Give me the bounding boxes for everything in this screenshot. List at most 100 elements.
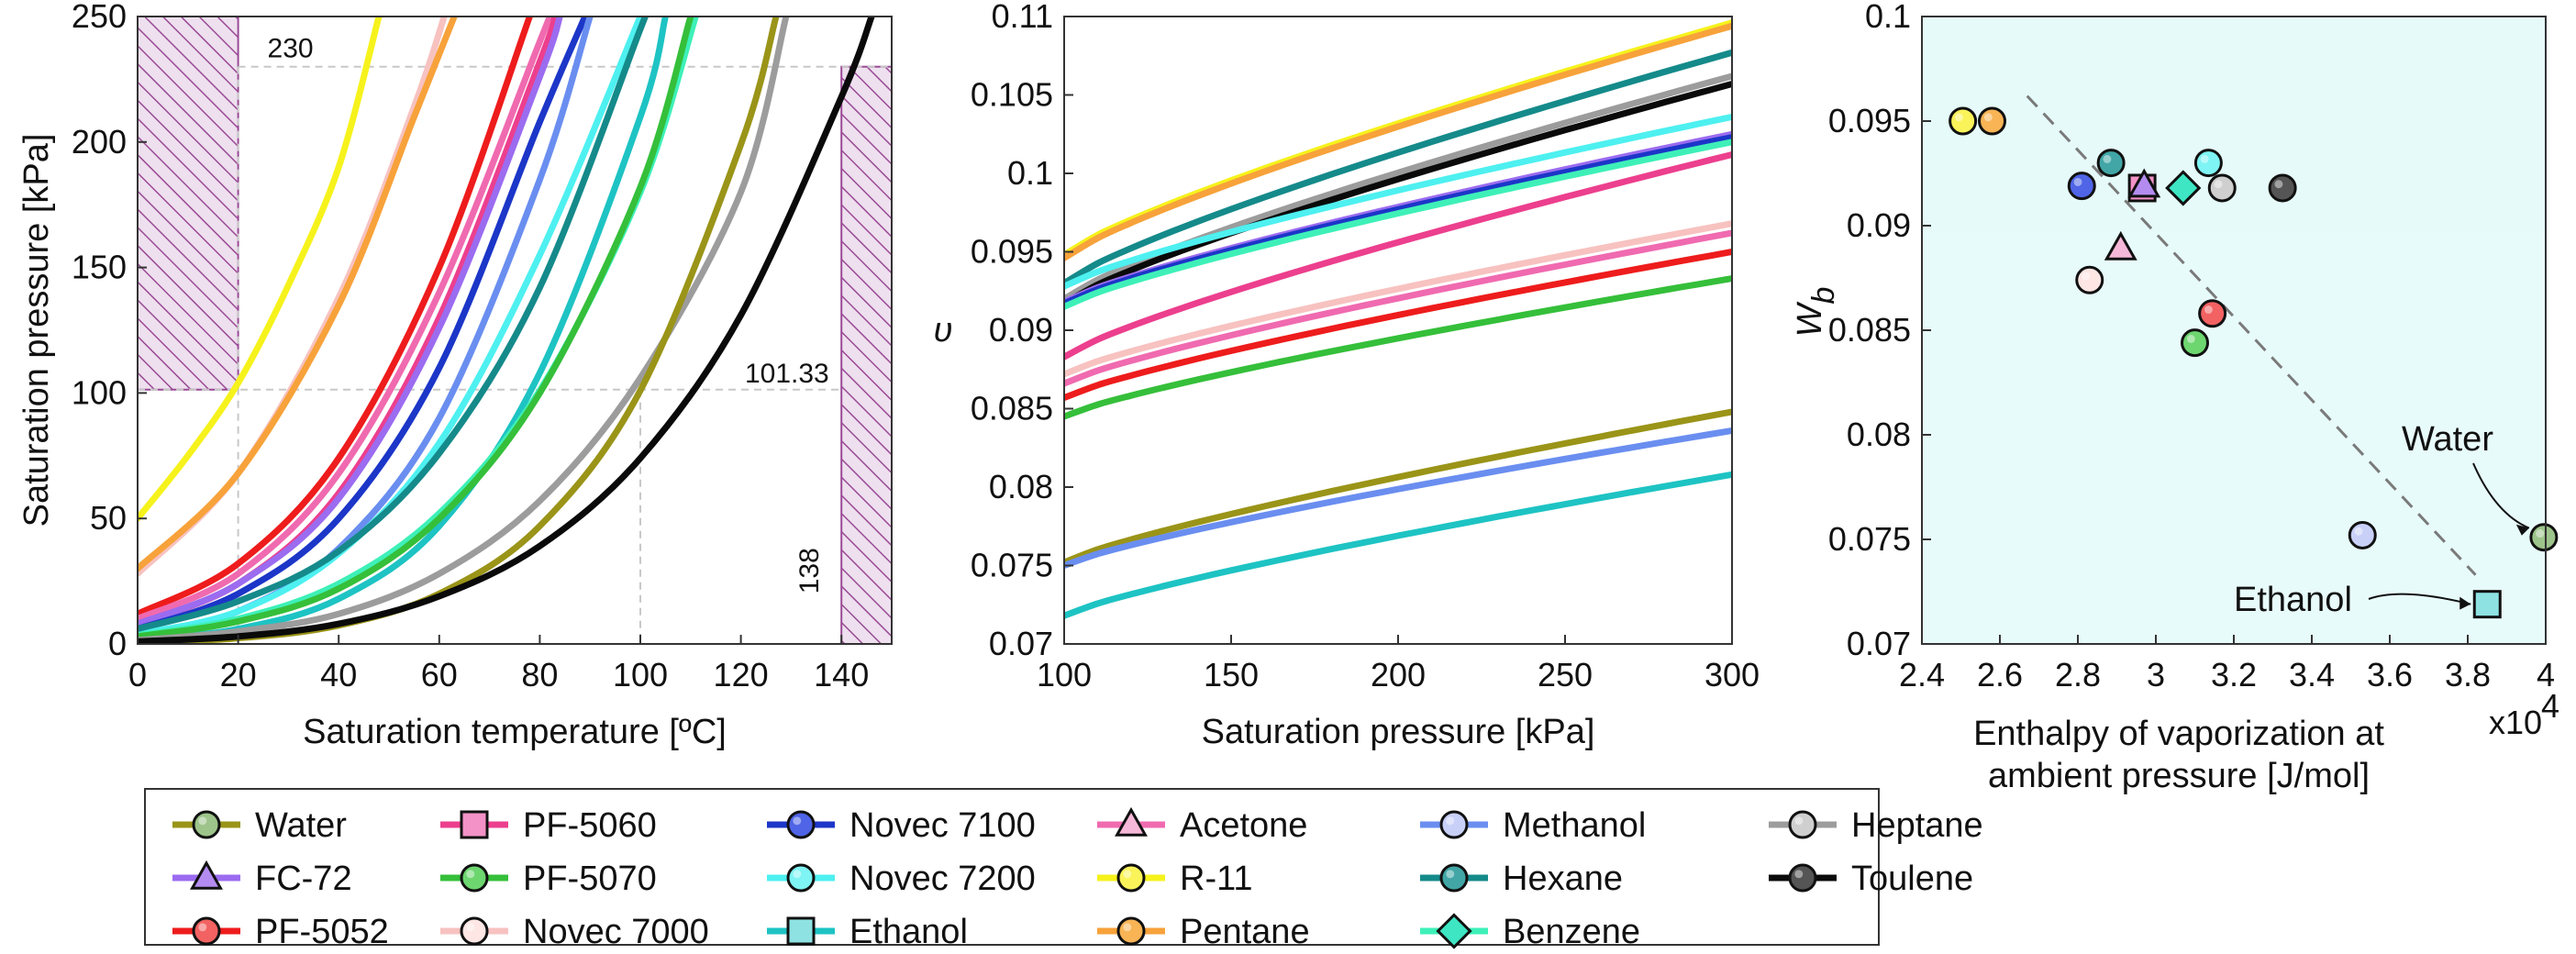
y-tick-label-2: 0.1	[1007, 154, 1053, 192]
point-pf-5070-highlight	[2186, 335, 2195, 343]
point-methanol	[2348, 520, 2377, 549]
x-tick-label-2: 100	[1037, 656, 1092, 693]
legend-item-novec-7200: Novec 7200	[767, 860, 1036, 898]
y-tick-label-3: 0.07	[1847, 625, 1911, 662]
point-pf-5070	[2181, 328, 2209, 358]
y-tick-label-1: 250	[72, 0, 127, 35]
legend-marker	[460, 810, 489, 839]
y-tick-label-2: 0.08	[989, 468, 1053, 505]
hatched-region	[840, 65, 894, 646]
point-hexane-highlight	[2103, 154, 2112, 163]
scatter-points	[1949, 106, 2559, 619]
point-hexane	[2096, 149, 2126, 178]
legend-marker-highlight	[1446, 870, 1455, 879]
point-pf-5052-highlight	[2204, 305, 2213, 315]
y-tick-label-2: 0.11	[992, 0, 1053, 35]
curve-pf-5070	[1064, 275, 1732, 420]
y-tick-label-3: 0.075	[1828, 520, 1911, 558]
point-pf-5052	[2198, 299, 2227, 328]
legend-label: Heptane	[1851, 806, 1983, 845]
legend-marker-highlight	[1123, 870, 1132, 879]
y-tick-label-1: 200	[72, 123, 127, 161]
curve-pentane	[1064, 22, 1732, 261]
point-novec-7200	[2193, 149, 2223, 178]
legend-item-hexane: Hexane	[1420, 860, 1623, 898]
x-tick-label-3: 3	[2147, 656, 2165, 693]
annotation-water: Water	[2402, 420, 2493, 459]
legend-label: Novec 7200	[849, 860, 1036, 898]
x-tick-label-3: 2.6	[1977, 656, 2023, 693]
legend-box	[144, 788, 1880, 946]
point-novec-7200-highlight	[2200, 154, 2209, 163]
y-tick-label-1: 0	[108, 625, 127, 662]
point-water-highlight	[2536, 529, 2545, 538]
legend-marker-highlight	[793, 870, 802, 879]
y-tick-label-1: 50	[90, 499, 127, 537]
y-axis-label-3: Wb	[1791, 287, 1841, 338]
legend-marker	[1436, 913, 1472, 949]
x-axis-label-2: Saturation pressure [kPa]	[1202, 713, 1595, 751]
curve-novec-7000	[1064, 220, 1732, 378]
x-tick-label-1: 140	[814, 656, 869, 693]
curve-r-11	[138, 17, 383, 522]
legend-marker	[192, 916, 221, 946]
legend-marker	[1788, 863, 1817, 893]
legend-marker	[1116, 916, 1146, 946]
curve-pentane	[138, 17, 458, 572]
legend-label: PF-5052	[255, 913, 389, 951]
y-axis-label-2: υ	[934, 311, 953, 349]
legend-item-toulene: Toulene	[1769, 860, 1973, 898]
y-tick-label-1: 100	[72, 373, 127, 411]
legend-item-methanol: Methanol	[1420, 806, 1646, 845]
x-tick-label-1: 20	[220, 656, 257, 693]
legend-marker	[786, 916, 816, 946]
point-toulene	[2268, 173, 2297, 203]
point-heptane-highlight	[2214, 180, 2223, 189]
legend-item-water: Water	[172, 806, 347, 845]
axes-frame-1	[137, 16, 893, 645]
x-tick-label-2: 300	[1704, 656, 1760, 693]
legend-item-heptane: Heptane	[1769, 806, 1983, 845]
legend-marker	[1116, 863, 1146, 893]
arrow-ethanol	[2368, 593, 2471, 605]
legend-marker-highlight	[198, 923, 207, 932]
legend-item-novec-7100: Novec 7100	[767, 806, 1036, 845]
legend-item-novec-7000: Novec 7000	[440, 913, 709, 951]
y-tick-label-3: 0.1	[1865, 0, 1911, 35]
y-tick-label-3: 0.08	[1847, 416, 1911, 453]
x-axis-label-1: Saturation temperature [ºC]	[303, 713, 727, 751]
legend-marker	[1788, 810, 1817, 839]
point-novec-7000	[2075, 265, 2104, 294]
wb-scatter-panel: Water Ethanol 2.4 2.6 2.8 3 3.2 3.4 3.6 3.8 4 0.07 0…	[1791, 0, 2559, 795]
curve-pf-5060	[1064, 151, 1732, 361]
curve-novec-7200	[1064, 113, 1732, 290]
point-ethanol	[2472, 590, 2502, 619]
legend-marker	[190, 860, 223, 890]
legend-label: Ethanol	[849, 913, 968, 951]
point-benzene	[2165, 170, 2202, 206]
legend: Water FC-72 PF-5052 PF-5060 PF-5070 Novec 700…	[144, 788, 1983, 951]
x-axis-label-3-line2: ambient pressure [J/mol]	[1988, 757, 2370, 795]
y-axis-label-3-main: W	[1791, 301, 1829, 337]
annotation-230: 230	[268, 34, 314, 64]
x-tick-label-3: 2.8	[2055, 656, 2101, 693]
legend-marker	[1439, 863, 1469, 893]
point-toulene-highlight	[2274, 180, 2283, 189]
point-pentane-highlight	[1983, 113, 1993, 122]
curve-heptane	[138, 17, 790, 644]
x-tick-label-3: 3.6	[2367, 656, 2413, 693]
legend-label: Hexane	[1503, 860, 1623, 898]
curve-hexane	[138, 17, 650, 633]
y-tick-label-1: 150	[72, 249, 127, 286]
legend-marker	[786, 863, 816, 893]
curve-toulene	[1064, 81, 1732, 307]
legend-label: Pentane	[1180, 913, 1310, 951]
legend-item-ethanol: Ethanol	[767, 913, 968, 951]
upsilon-panel: 100 150 200 250 300 0.07 0.075 0.08 0.085 0.09 0.0…	[934, 0, 1760, 751]
x-tick-label-3: 2.4	[1899, 656, 1945, 693]
x-tick-label-1: 40	[320, 656, 357, 693]
x-tick-label-1: 60	[421, 656, 458, 693]
y-tick-label-2: 0.07	[989, 625, 1053, 662]
curve-hexane	[1064, 49, 1732, 287]
x-tick-label-2: 200	[1371, 656, 1426, 693]
